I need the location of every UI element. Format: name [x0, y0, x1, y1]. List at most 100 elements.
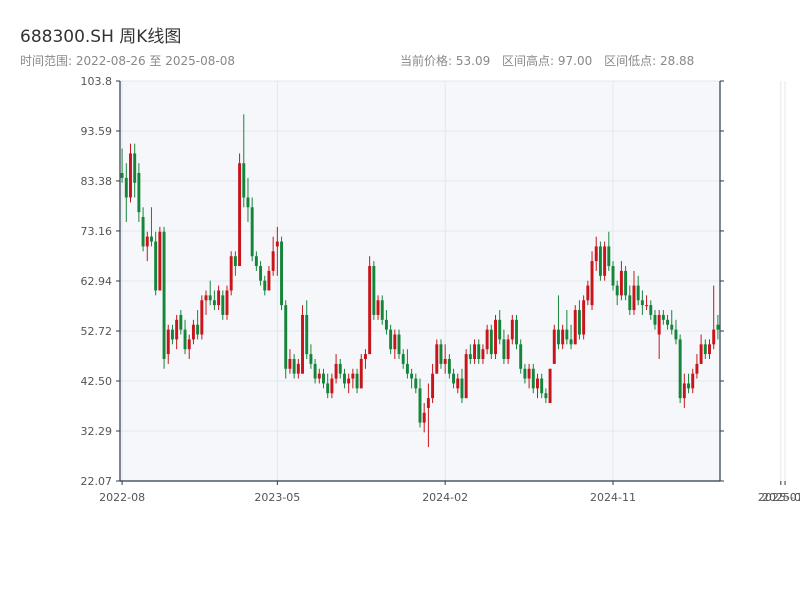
candle-body [527, 368, 531, 379]
candle [212, 290, 216, 311]
candle-body [288, 358, 292, 369]
candle-body [598, 246, 602, 276]
candle [615, 280, 619, 306]
candle [233, 251, 237, 276]
candle [129, 143, 132, 203]
candle [519, 339, 523, 374]
candle-body [296, 363, 300, 374]
candle [376, 295, 380, 320]
candle [481, 344, 485, 364]
candle [284, 300, 288, 379]
candle-body [191, 324, 195, 340]
candle [569, 324, 573, 350]
candle [250, 197, 254, 262]
candle-body [196, 324, 200, 335]
y-tick-label: 22.07 [81, 475, 113, 488]
candle [498, 310, 502, 345]
candle-body [217, 290, 221, 306]
candle-body [691, 373, 695, 389]
axes [119, 81, 721, 482]
candle [334, 354, 338, 384]
candle-body [141, 217, 145, 247]
y-tick-label: 62.94 [81, 275, 113, 288]
candle-body [250, 207, 254, 257]
candle [414, 373, 418, 394]
candle-body [154, 241, 158, 291]
candle [552, 324, 556, 364]
candle [577, 300, 581, 340]
candle-body [221, 295, 225, 315]
candle-body [624, 270, 628, 296]
candle-body [661, 314, 665, 320]
candle-body [305, 314, 309, 355]
candle [703, 339, 707, 359]
candle [674, 319, 678, 345]
x-axis-labels: 2022-08 2023-05 2024-02 2024-11 2025-072025-… [99, 491, 800, 504]
candle [670, 310, 674, 335]
candle-body [481, 349, 485, 359]
candle-body [712, 329, 716, 345]
candle-body [561, 329, 565, 345]
candle [229, 251, 233, 296]
y-tick-label: 32.29 [81, 425, 113, 438]
candle [389, 324, 393, 355]
candle [573, 305, 577, 345]
candle [565, 310, 569, 345]
candle [640, 290, 644, 315]
candle [527, 363, 531, 389]
candle [699, 334, 703, 364]
candle-body [594, 246, 598, 262]
candle-body [317, 373, 321, 379]
candle [536, 373, 539, 399]
candle [359, 354, 363, 389]
candle [301, 305, 304, 374]
candle-body [422, 412, 426, 423]
candle [540, 373, 544, 399]
candle [296, 358, 300, 379]
candle-body [384, 319, 388, 330]
candle [460, 368, 464, 404]
candles [120, 114, 720, 448]
candle [242, 114, 246, 208]
candle [666, 314, 670, 330]
candle-body [124, 177, 128, 198]
candle-body [435, 344, 439, 374]
candle-body [301, 314, 304, 374]
candle [682, 373, 686, 408]
candle-body [666, 319, 670, 325]
candle [246, 177, 250, 222]
candle-body [485, 329, 489, 350]
candle-body [657, 314, 661, 335]
candle [712, 285, 716, 350]
candle [695, 354, 699, 379]
candle [317, 368, 321, 384]
candle-body [494, 319, 497, 355]
y-tick-label: 52.72 [81, 325, 113, 338]
x-tick-label: 2023-05 [254, 491, 300, 504]
candle [624, 265, 628, 301]
candle-body [175, 319, 179, 340]
candle [456, 373, 460, 394]
candle [431, 363, 435, 404]
candle-body [431, 373, 435, 399]
candle [464, 349, 468, 399]
candle [485, 324, 489, 355]
range-high-label: 区间高点: 97.00 [502, 54, 593, 68]
x-tick-label: 2025-07 [758, 491, 800, 504]
candle-body [506, 339, 510, 359]
candle-body [674, 329, 678, 340]
candle [141, 207, 145, 252]
candle [452, 368, 456, 389]
candle-body [645, 305, 649, 307]
candle [418, 378, 422, 428]
candle [179, 310, 183, 335]
candle-body [233, 256, 237, 266]
candle-body [322, 373, 325, 384]
candle-body [410, 373, 414, 379]
candle-body [401, 354, 405, 364]
candle-body [682, 383, 686, 399]
candle [611, 261, 615, 291]
candle-body [263, 280, 267, 291]
candle [443, 344, 447, 374]
